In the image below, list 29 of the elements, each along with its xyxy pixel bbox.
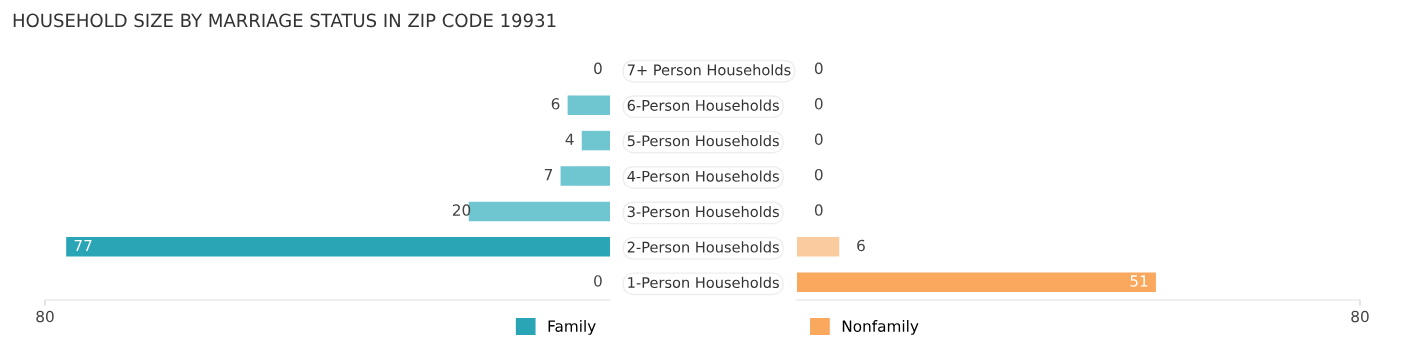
data-label: 51: [1130, 275, 1148, 287]
y-tick-label: 7+ Person Households: [627, 64, 791, 76]
data-label: 0: [594, 275, 602, 287]
data-label: 4: [565, 133, 574, 145]
bar: [581, 130, 610, 151]
data-label: 0: [814, 133, 823, 145]
bar: [66, 237, 610, 257]
x-tick-label: 80: [1351, 310, 1369, 323]
y-tick-label: 5-Person Households: [627, 135, 779, 147]
data-label: 77: [74, 239, 92, 252]
legend-label: Family: [548, 320, 596, 335]
y-tick-label: 4-Person Households: [627, 170, 779, 182]
chart-title: HOUSEHOLD SIZE BY MARRIAGE STATUS IN ZIP CODE 19931: [13, 13, 556, 28]
x-tick-label: 80: [36, 310, 54, 323]
y-tick-label: 1-Person Households: [628, 276, 779, 289]
y-tick-label: 3-Person Households: [627, 205, 779, 218]
legend-label: Nonfamily: [842, 320, 919, 335]
data-label: 0: [814, 62, 823, 75]
bar: [567, 95, 610, 115]
bar: [560, 166, 610, 186]
data-label: 0: [594, 62, 602, 75]
data-label: 0: [814, 168, 823, 181]
data-label: 7: [544, 169, 553, 181]
data-label: 6: [857, 239, 865, 252]
data-label: 0: [814, 204, 823, 216]
data-label: 6: [551, 98, 560, 110]
y-tick-label: 6-Person Households: [627, 99, 779, 111]
y-tick-label: 2-Person Households: [627, 241, 779, 253]
data-label: 0: [814, 98, 823, 110]
